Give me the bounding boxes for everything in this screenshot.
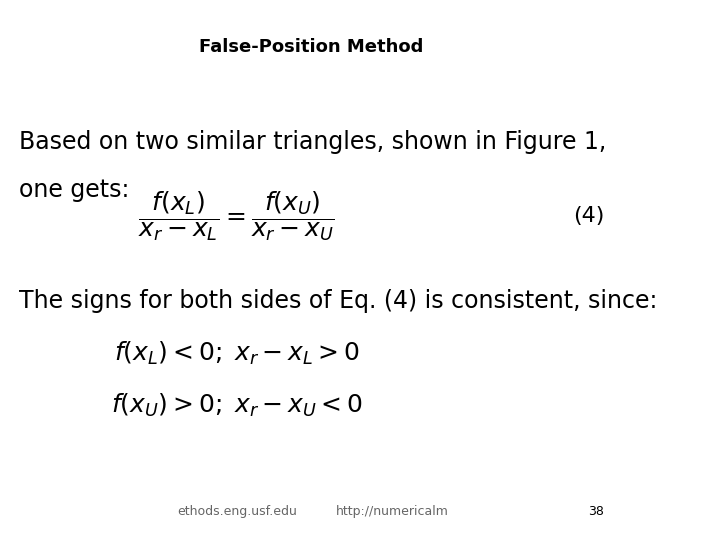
Text: 38: 38 — [588, 505, 604, 518]
Text: $f(x_L) < 0;\; x_r - x_L > 0$: $f(x_L) < 0;\; x_r - x_L > 0$ — [114, 340, 359, 367]
Text: (4): (4) — [573, 206, 604, 226]
Text: http://numericalm: http://numericalm — [336, 505, 449, 518]
Text: $\dfrac{f(x_L)}{x_r - x_L} = \dfrac{f(x_U)}{x_r - x_U}$: $\dfrac{f(x_L)}{x_r - x_L} = \dfrac{f(x_… — [138, 190, 335, 242]
Text: $f(x_U) > 0;\; x_r - x_U < 0$: $f(x_U) > 0;\; x_r - x_U < 0$ — [111, 392, 363, 418]
Text: ethods.eng.usf.edu: ethods.eng.usf.edu — [176, 505, 297, 518]
Text: one gets:: one gets: — [19, 178, 129, 202]
Text: The signs for both sides of Eq. (4) is consistent, since:: The signs for both sides of Eq. (4) is c… — [19, 289, 657, 313]
Text: Based on two similar triangles, shown in Figure 1,: Based on two similar triangles, shown in… — [19, 130, 606, 153]
Text: False-Position Method: False-Position Method — [199, 38, 423, 56]
